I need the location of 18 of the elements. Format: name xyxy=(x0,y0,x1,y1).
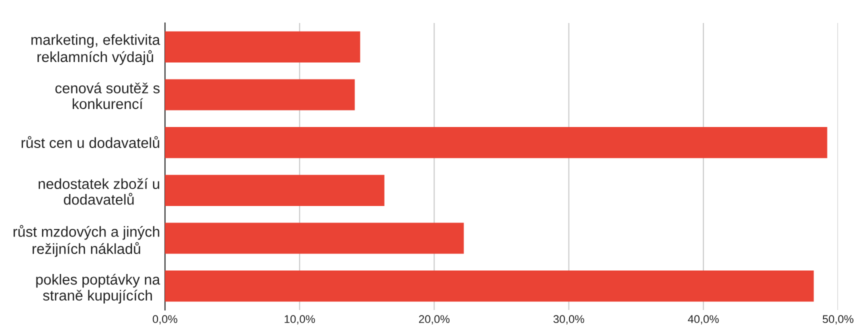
y-tick-label: růst cen u dodavatelů xyxy=(22,136,160,148)
x-tick-label: 40,0% xyxy=(688,315,719,324)
x-tick-label: 0,0% xyxy=(152,315,178,324)
y-tick-label: marketing, efektivita reklamních výdajů xyxy=(31,34,160,65)
y-tick-label: pokles poptávky na straně kupujících xyxy=(36,274,160,304)
bar xyxy=(165,79,355,110)
y-tick-label: nedostatek zboží u dodavatelů xyxy=(38,178,160,205)
x-tick-label: 20,0% xyxy=(419,315,450,324)
y-tick-label: cenová soutěž s konkurencí xyxy=(55,82,160,110)
bar xyxy=(165,31,360,62)
bar xyxy=(165,174,384,206)
bar xyxy=(165,127,828,158)
x-tick-label: 30,0% xyxy=(553,315,584,324)
bar xyxy=(165,270,814,302)
y-tick-label: růst mzdových a jiných režijních nákladů xyxy=(14,224,160,257)
bar xyxy=(165,222,464,254)
x-tick-label: 50,0% xyxy=(822,315,854,324)
x-tick-label: 10,0% xyxy=(284,315,315,324)
